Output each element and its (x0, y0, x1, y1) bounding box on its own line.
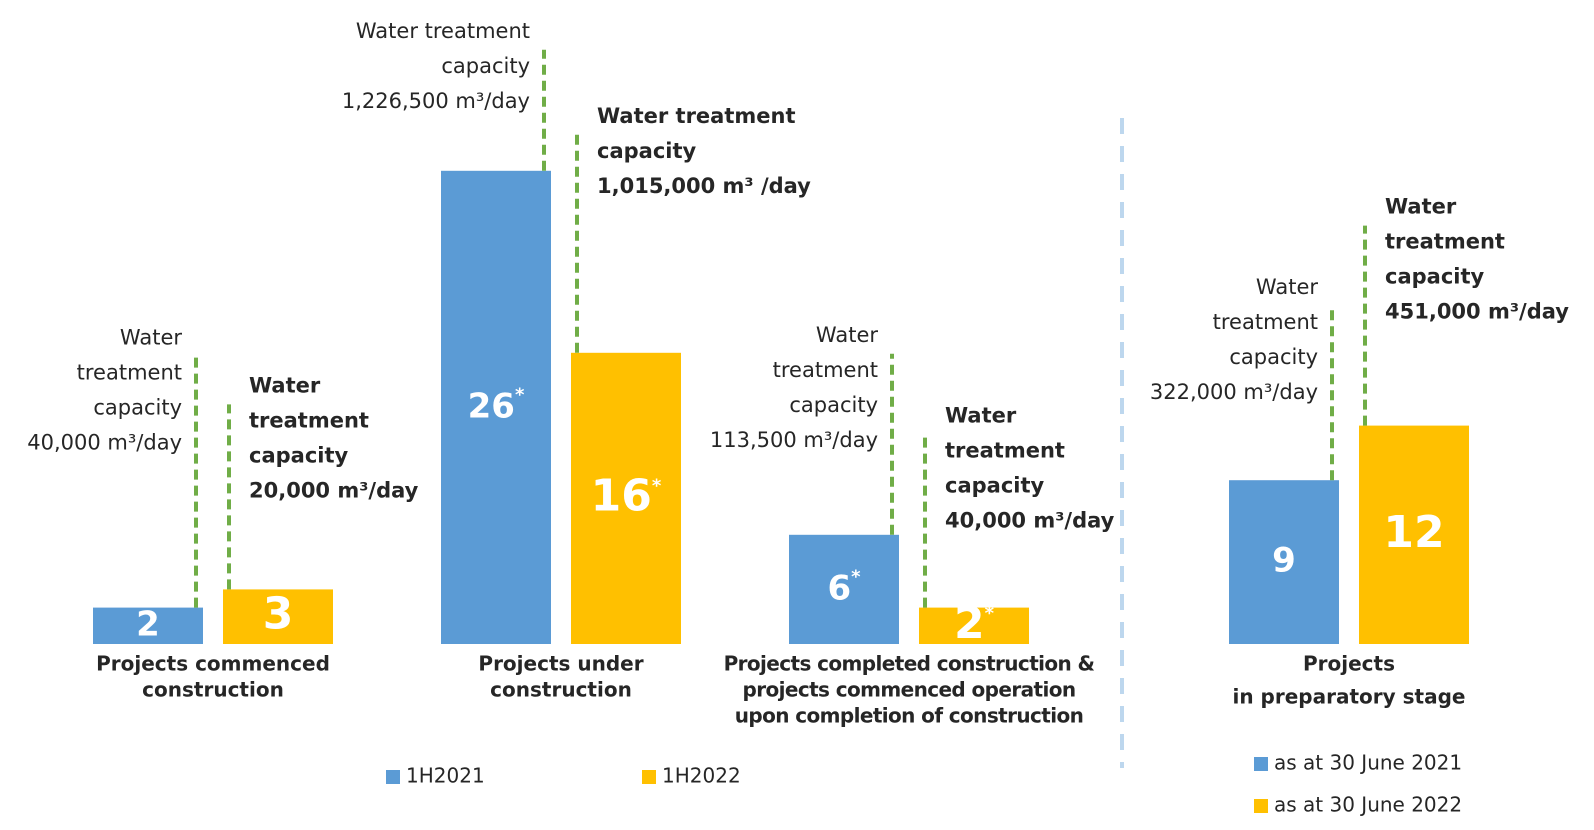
legend-swatch (1254, 799, 1268, 813)
category-label: projects commenced operation (743, 678, 1076, 702)
bar (93, 607, 203, 644)
value-label-number: 16 (591, 470, 652, 521)
bar (223, 589, 333, 644)
capacity-annotation: treatment (773, 358, 878, 382)
capacity-annotation: treatment (77, 361, 182, 385)
bar (919, 607, 1029, 644)
legend-swatch (1254, 757, 1268, 771)
value-label: 12 (1383, 507, 1444, 558)
capacity-annotation: treatment (945, 439, 1065, 463)
capacity-annotation: Water (1256, 275, 1318, 299)
capacity-annotation: Water (945, 404, 1017, 428)
category-label: Projects under (478, 652, 643, 676)
capacity-annotation: 113,500 m³/day (710, 428, 878, 452)
legend-label: 1H2021 (406, 764, 485, 788)
capacity-annotation: Water treatment (597, 104, 796, 128)
capacity-annotation: capacity (945, 474, 1045, 498)
value-label-note: * (515, 384, 525, 405)
value-label: 3 (263, 589, 294, 640)
legend-swatch (642, 770, 656, 784)
value-label-note: * (985, 603, 995, 624)
category-label: construction (142, 678, 284, 702)
capacity-annotation: Water (120, 326, 182, 350)
bar (441, 170, 551, 645)
capacity-annotation: treatment (249, 408, 369, 432)
value-label: 6* (827, 566, 861, 608)
category-label: upon completion of construction (735, 704, 1083, 728)
capacity-annotation: 451,000 m³/day (1385, 300, 1569, 324)
capacity-annotation: Water (249, 373, 321, 397)
value-label-number: 26 (468, 386, 515, 426)
category-label: Projects completed construction & (724, 652, 1095, 676)
capacity-annotation: capacity (597, 139, 697, 163)
category-label: in preparatory stage (1233, 685, 1466, 709)
category-label: Projects (1303, 652, 1395, 676)
value-label-note: * (652, 475, 662, 496)
capacity-annotation: Water treatment (356, 19, 530, 43)
value-label-number: 6 (827, 568, 851, 608)
bar (571, 352, 681, 644)
capacity-annotation: 40,000 m³/day (945, 509, 1115, 533)
capacity-annotation: Water (816, 323, 878, 347)
capacity-annotation: 20,000 m³/day (249, 478, 419, 502)
capacity-annotation: capacity (249, 443, 349, 467)
value-label: 2 (136, 604, 160, 644)
capacity-annotation: Water (1385, 195, 1457, 219)
legend-label: 1H2022 (662, 764, 741, 788)
value-label: 26* (468, 384, 525, 426)
bar (1229, 480, 1339, 644)
capacity-annotation: 40,000 m³/day (27, 431, 182, 455)
value-label: 2* (954, 598, 995, 649)
capacity-annotation: 1,226,500 m³/day (342, 89, 530, 113)
capacity-annotation: capacity (789, 393, 878, 417)
legend-label: as at 30 June 2021 (1274, 751, 1462, 775)
legend-swatch (386, 770, 400, 784)
capacity-annotation: treatment (1385, 230, 1505, 254)
value-label: 9 (1272, 541, 1296, 581)
category-label: Projects commenced (96, 652, 330, 676)
bar (789, 534, 899, 644)
legend-label: as at 30 June 2022 (1274, 793, 1462, 817)
bar (1359, 425, 1469, 644)
capacity-annotation: treatment (1213, 310, 1318, 334)
capacity-annotation: capacity (93, 396, 182, 420)
capacity-annotation: 1,015,000 m³ /day (597, 174, 811, 198)
value-label-number: 2 (954, 598, 985, 649)
value-label-note: * (851, 566, 861, 587)
capacity-annotation: capacity (1229, 345, 1318, 369)
capacity-annotation: capacity (1385, 265, 1485, 289)
value-label: 16* (591, 470, 662, 521)
category-label: construction (490, 678, 632, 702)
capacity-annotation: capacity (441, 54, 530, 78)
capacity-annotation: 322,000 m³/day (1150, 380, 1318, 404)
